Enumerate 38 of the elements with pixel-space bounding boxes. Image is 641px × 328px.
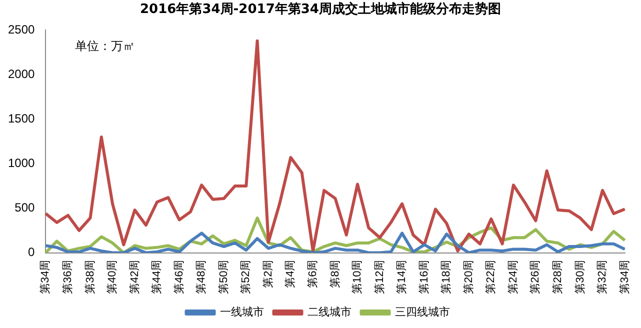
x-tick-label: 第46周 bbox=[173, 260, 186, 294]
x-tick-label: 第14周 bbox=[396, 260, 408, 294]
x-tick-label: 第38周 bbox=[84, 260, 96, 294]
x-tick-label: 第36周 bbox=[62, 260, 74, 294]
x-tick-label: 第16周 bbox=[418, 260, 430, 294]
x-tick-label: 第44周 bbox=[151, 260, 164, 294]
x-tick-label: 第2周 bbox=[262, 260, 274, 288]
x-tick-label: 第30周 bbox=[574, 260, 586, 294]
chart-title: 2016年第34周-2017年第34周成交土地城市能级分布走势图 bbox=[139, 0, 502, 19]
y-tick-label: 0 bbox=[28, 245, 36, 260]
x-tick-label: 第4周 bbox=[284, 260, 297, 288]
legend-label: 一线城市 bbox=[220, 306, 264, 319]
x-tick-label: 第22周 bbox=[485, 260, 498, 294]
x-tick-label: 第8周 bbox=[329, 260, 342, 288]
x-tick-label: 第52周 bbox=[240, 260, 252, 294]
x-tick-label: 第28周 bbox=[552, 260, 564, 294]
y-tick-label: 500 bbox=[14, 200, 36, 215]
x-tick-label: 第50周 bbox=[218, 260, 230, 294]
x-tick-label: 第12周 bbox=[374, 260, 386, 294]
y-tick-label: 1000 bbox=[8, 156, 36, 170]
y-tick-label: 1500 bbox=[8, 112, 36, 126]
x-tick-label: 第6周 bbox=[307, 260, 320, 288]
x-tick-label: 第24周 bbox=[507, 260, 520, 294]
annotation: 单位：万㎡ bbox=[75, 38, 135, 55]
x-tick-label: 第48周 bbox=[196, 260, 208, 294]
x-tick-label: 第18周 bbox=[440, 260, 453, 294]
x-tick-label: 第40周 bbox=[106, 260, 119, 294]
y-tick-label: 2500 bbox=[8, 22, 36, 37]
y-tick-label: 2000 bbox=[8, 67, 36, 82]
x-tick-label: 第20周 bbox=[462, 260, 475, 294]
x-tick-label: 第26周 bbox=[530, 260, 542, 294]
legend-label: 二线城市 bbox=[307, 306, 352, 319]
x-tick-label: 第10周 bbox=[352, 260, 364, 294]
legend-label: 三四线城市 bbox=[394, 306, 450, 319]
x-tick-label: 第42周 bbox=[128, 260, 141, 294]
x-tick-label: 第34周 bbox=[40, 260, 52, 294]
x-tick-label: 第32周 bbox=[596, 260, 609, 294]
x-tick-label: 第34周 bbox=[618, 260, 631, 294]
